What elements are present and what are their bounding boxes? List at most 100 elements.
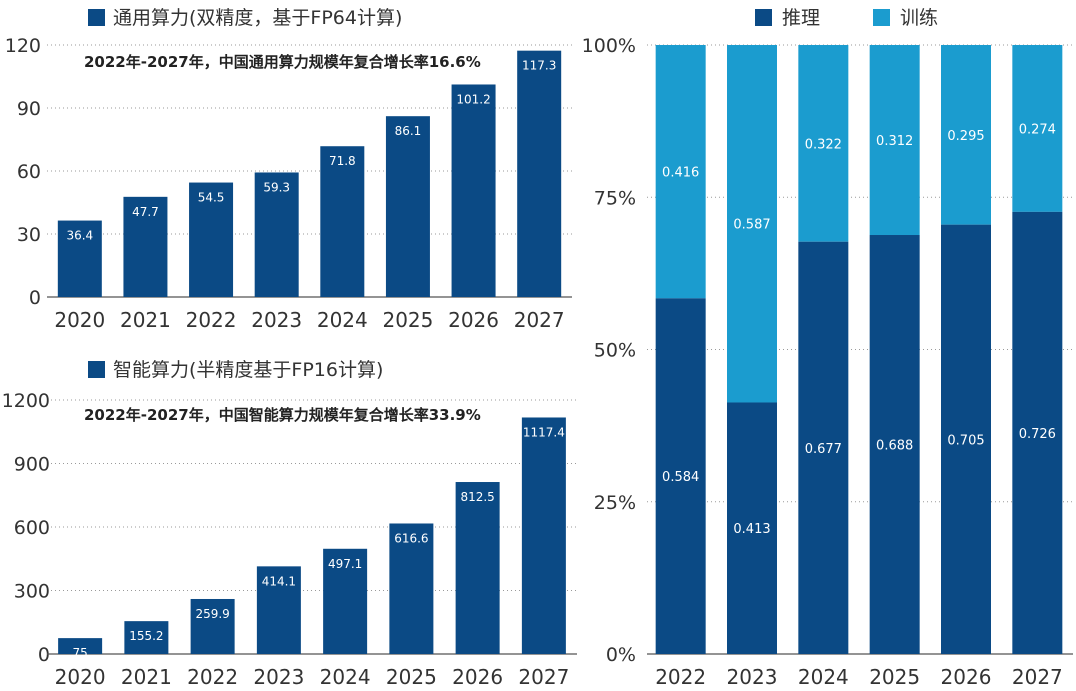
x-tick-label: 2022	[187, 665, 238, 689]
bar	[320, 146, 365, 297]
x-tick-label: 2027	[514, 308, 565, 332]
bar-value-label: 155.2	[129, 629, 163, 643]
bar	[517, 50, 562, 297]
x-tick-label: 2024	[317, 308, 368, 332]
bar	[57, 220, 102, 297]
x-tick-label: 2021	[121, 665, 172, 689]
bar	[389, 523, 434, 654]
bar-value-label-inference: 0.413	[733, 522, 770, 537]
x-tick-label: 2022	[186, 308, 237, 332]
annotation: 2022年-2027年，中国通用算力规模年复合增长率16.6%	[84, 53, 481, 71]
x-tick-label: 2026	[941, 665, 992, 689]
y-tick-label: 1200	[2, 390, 50, 412]
x-tick-label: 2027	[518, 665, 569, 689]
bar-value-label-training: 0.274	[1019, 122, 1056, 137]
x-tick-label: 2027	[1012, 665, 1063, 689]
bar-value-label-inference: 0.584	[662, 470, 699, 485]
bar-value-label: 117.3	[522, 59, 556, 73]
y-tick-label: 90	[17, 98, 41, 120]
bar-segment-training	[869, 45, 920, 236]
bar-value-label: 47.7	[132, 205, 159, 219]
bar-segment-training	[1012, 45, 1063, 212]
bar-value-label-training: 0.312	[876, 134, 913, 149]
y-tick-label: 75%	[594, 187, 636, 209]
bar-value-label: 414.1	[262, 574, 296, 588]
y-tick-label: 120	[5, 35, 41, 57]
bar	[451, 84, 496, 297]
bar	[256, 566, 301, 654]
bar	[189, 182, 234, 297]
bar	[254, 172, 299, 297]
bar	[58, 638, 103, 654]
bar	[455, 482, 500, 654]
bar-segment-training	[727, 45, 777, 403]
y-tick-label: 900	[14, 454, 50, 476]
x-tick-label: 2022	[655, 665, 706, 689]
bar-value-label-training: 0.322	[805, 137, 842, 152]
bar-value-label: 812.5	[460, 490, 494, 504]
y-tick-label: 100%	[582, 35, 636, 57]
x-tick-label: 2025	[386, 665, 437, 689]
bar-value-label-inference: 0.688	[876, 439, 913, 454]
y-tick-label: 60	[17, 161, 41, 183]
y-tick-label: 0	[29, 287, 41, 309]
bar-segment-inference	[869, 235, 920, 654]
bar-segment-inference	[727, 402, 777, 654]
bar	[521, 417, 566, 654]
bar-value-label-inference: 0.726	[1019, 427, 1056, 442]
legend-swatch	[88, 361, 105, 378]
bar	[190, 598, 235, 654]
x-tick-label: 2026	[448, 308, 499, 332]
bar-value-label-training: 0.295	[947, 129, 984, 144]
x-tick-label: 2024	[798, 665, 849, 689]
legend-swatch-training	[873, 9, 890, 26]
y-tick-label: 30	[17, 224, 41, 246]
bar	[385, 116, 430, 297]
x-tick-label: 2020	[55, 665, 106, 689]
bar-value-label-training: 0.587	[733, 218, 770, 233]
bar-value-label: 75	[72, 646, 87, 660]
x-tick-label: 2021	[120, 308, 171, 332]
y-tick-label: 600	[14, 517, 50, 539]
bar-segment-inference	[941, 224, 991, 654]
bar-value-label: 71.8	[329, 154, 356, 168]
x-tick-label: 2023	[727, 665, 778, 689]
x-tick-label: 2023	[253, 665, 304, 689]
bar-value-label-inference: 0.677	[805, 442, 842, 457]
bar	[323, 548, 368, 654]
bar	[124, 621, 169, 654]
bar-value-label: 101.2	[456, 92, 490, 106]
bar-value-label: 54.5	[198, 191, 225, 205]
legend-label-inference: 推理	[782, 7, 820, 29]
x-tick-label: 2025	[869, 665, 920, 689]
bar-segment-inference	[1012, 211, 1063, 654]
bar-value-label: 86.1	[395, 124, 422, 138]
y-tick-label: 0	[38, 644, 50, 666]
bar-value-label: 36.4	[66, 229, 93, 243]
legend-swatch	[88, 9, 105, 26]
bar-value-label: 259.9	[195, 607, 229, 621]
y-tick-label: 300	[14, 581, 50, 603]
legend-label: 通用算力(双精度，基于FP64计算)	[113, 7, 402, 29]
annotation: 2022年-2027年，中国智能算力规模年复合增长率33.9%	[84, 406, 481, 424]
x-tick-label: 2023	[251, 308, 302, 332]
x-tick-label: 2026	[452, 665, 503, 689]
y-tick-label: 0%	[606, 644, 636, 666]
x-tick-label: 2025	[382, 308, 433, 332]
bar-value-label-inference: 0.705	[947, 433, 984, 448]
bar-value-label: 1117.4	[523, 425, 565, 439]
bar-segment-training	[798, 45, 849, 242]
bar-segment-inference	[655, 298, 706, 654]
bar-value-label-training: 0.416	[662, 166, 699, 181]
x-tick-label: 2020	[54, 308, 105, 332]
y-tick-label: 25%	[594, 492, 636, 514]
bar-segment-training	[655, 45, 706, 299]
legend-label: 智能算力(半精度基于FP16计算)	[113, 359, 383, 381]
legend-swatch-inference	[755, 9, 772, 26]
bar-value-label: 59.3	[263, 180, 290, 194]
bar-segment-training	[941, 45, 991, 225]
bar-value-label: 616.6	[394, 531, 428, 545]
bar-segment-inference	[798, 241, 849, 654]
bar	[123, 196, 168, 297]
